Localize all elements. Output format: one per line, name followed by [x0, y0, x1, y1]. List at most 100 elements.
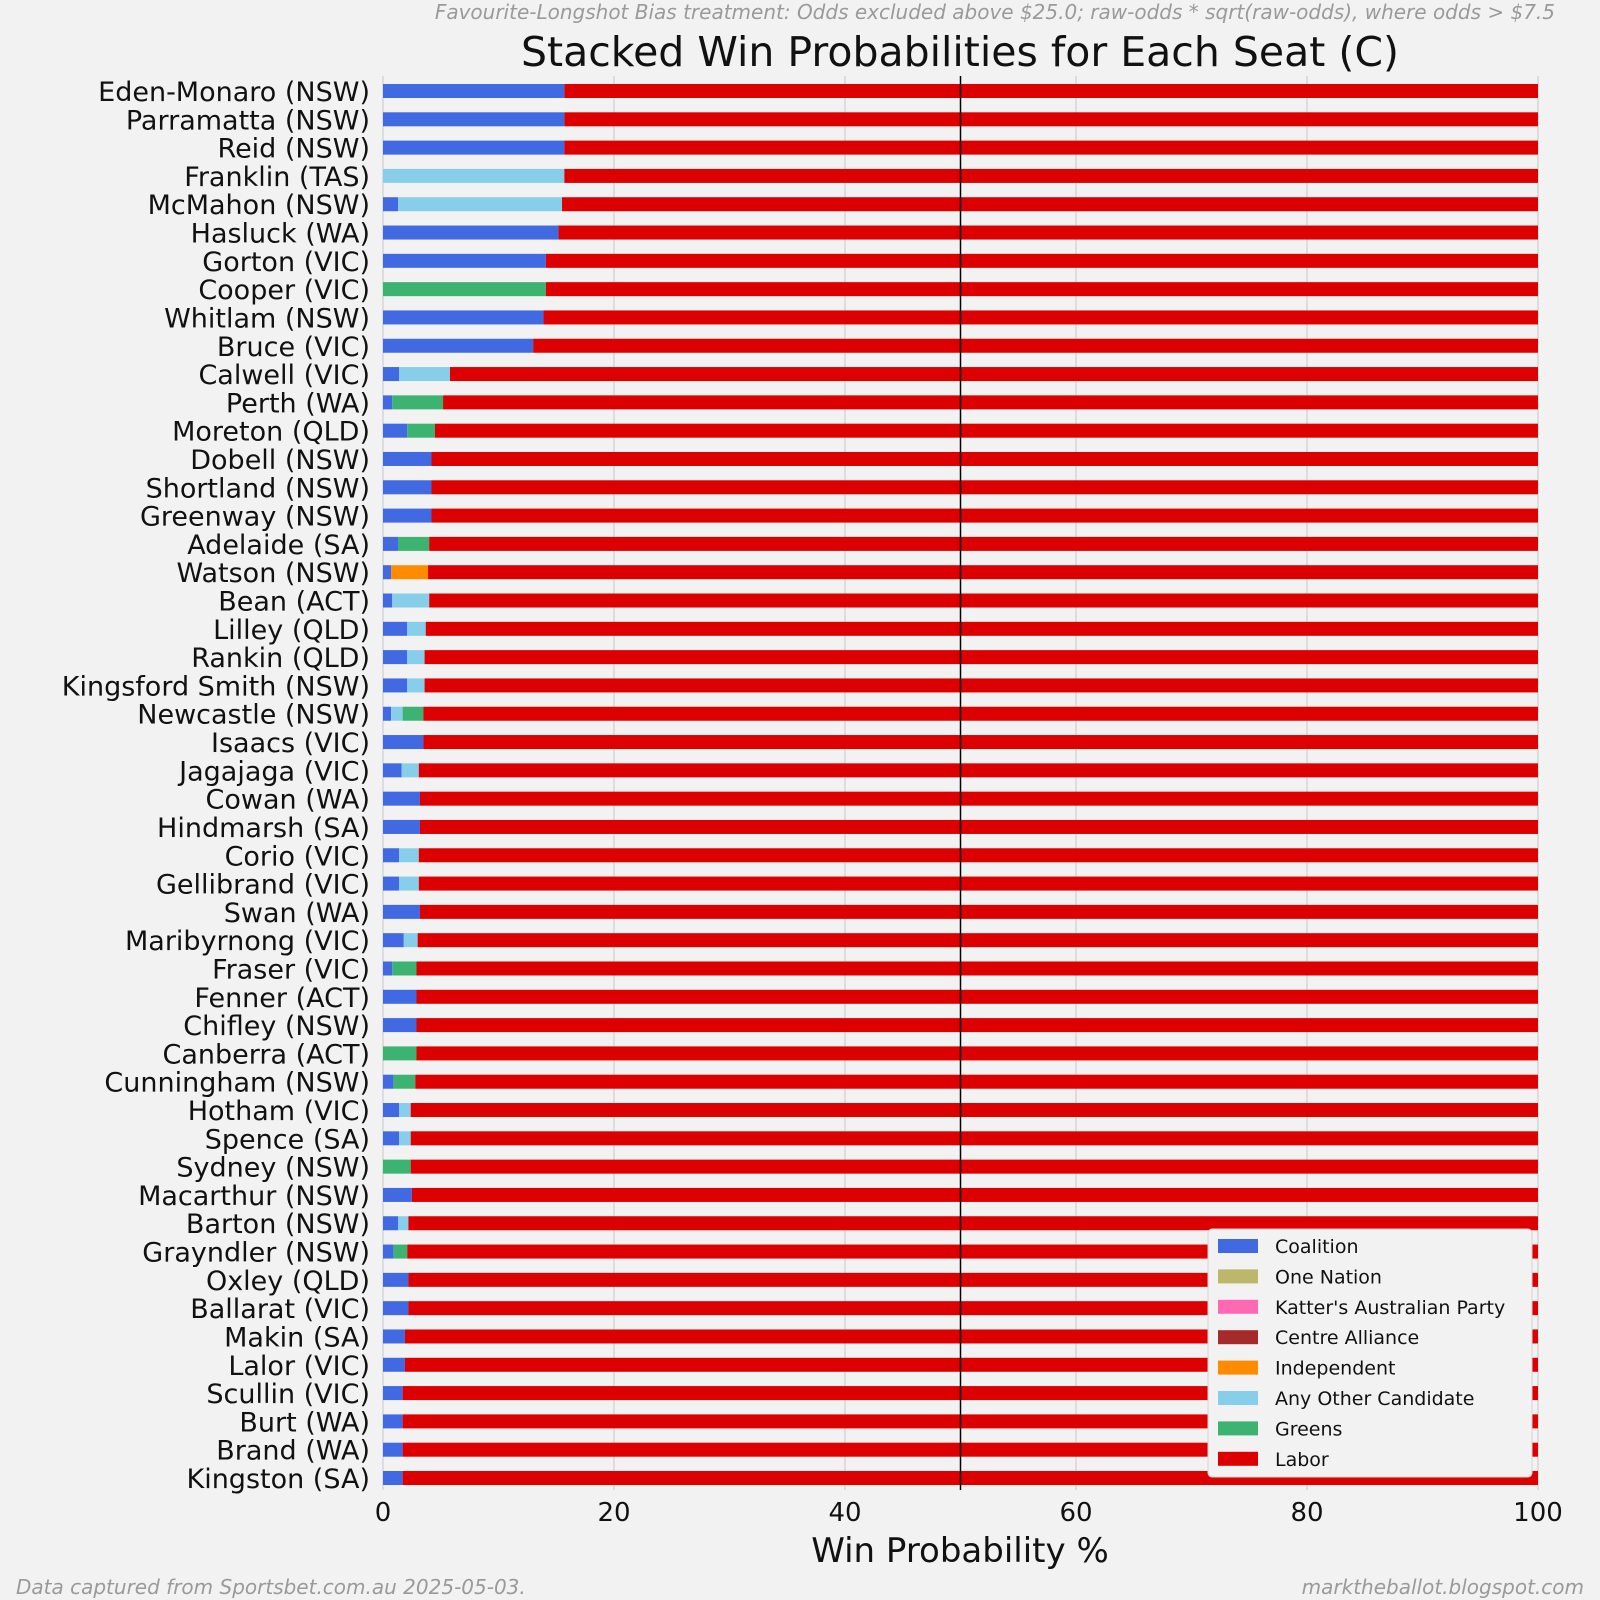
- x-tick-labels: 0 20 40 60 80 100: [375, 1498, 1563, 1528]
- bar-greens: [383, 1159, 411, 1174]
- bar-coalition: [383, 1357, 405, 1372]
- legend-swatch: [1218, 1330, 1258, 1345]
- bar-coalition: [383, 508, 432, 523]
- bar-coalition: [383, 904, 420, 919]
- y-tick-label: Greenway (NSW): [140, 502, 370, 533]
- y-tick-label: Isaacs (VIC): [211, 728, 370, 759]
- bar-greens: [402, 706, 424, 721]
- bar-coalition: [383, 1386, 403, 1401]
- y-tick-label: Franklin (TAS): [184, 162, 370, 193]
- bar-coalition: [383, 1329, 405, 1344]
- bar-coalition: [383, 565, 392, 580]
- bar-labor: [408, 1216, 1538, 1231]
- bar-coalition: [383, 1244, 394, 1259]
- bar-greens: [393, 1244, 408, 1259]
- bar-labor: [416, 989, 1538, 1004]
- y-tick-label: Hotham (VIC): [188, 1096, 370, 1127]
- bar-labor: [417, 933, 1538, 948]
- y-tick-label: Cunningham (NSW): [104, 1068, 370, 1099]
- y-tick-label: Hasluck (WA): [191, 219, 370, 250]
- bar-labor: [411, 1187, 1538, 1202]
- bar-independent: [391, 565, 429, 580]
- bar-any-other-candidate: [399, 1131, 411, 1146]
- legend-swatch: [1218, 1269, 1258, 1284]
- bar-labor: [545, 253, 1538, 268]
- bar-coalition: [383, 1301, 409, 1316]
- bar-labor: [415, 1074, 1539, 1089]
- bar-labor: [423, 706, 1538, 721]
- legend-label: Labor: [1275, 1449, 1329, 1471]
- x-tick-label: 20: [597, 1498, 630, 1528]
- bar-coalition: [383, 1442, 403, 1457]
- y-tick-label: Lalor (VIC): [228, 1351, 370, 1382]
- y-tick-label: Barton (NSW): [186, 1209, 370, 1240]
- legend: Coalition One Nation Katter's Australian P…: [1207, 1228, 1533, 1478]
- y-tick-label: Parramatta (NSW): [126, 105, 370, 136]
- y-tick-label: Sydney (NSW): [176, 1153, 370, 1184]
- bar-labor: [410, 1159, 1539, 1174]
- bar-coalition: [383, 536, 399, 551]
- bar-coalition: [383, 395, 393, 410]
- bar-greens: [398, 536, 430, 551]
- bar-greens: [392, 395, 444, 410]
- x-tick-label: 0: [375, 1498, 392, 1528]
- legend-label: Katter's Australian Party: [1275, 1297, 1505, 1319]
- y-tick-label: Kingsford Smith (NSW): [62, 671, 370, 702]
- bar-coalition: [383, 1018, 417, 1033]
- bar-any-other-candidate: [403, 933, 418, 948]
- y-tick-label: Grayndler (NSW): [142, 1238, 370, 1269]
- bar-labor: [564, 112, 1538, 127]
- bar-coalition: [383, 593, 393, 608]
- y-tick-label: Brand (WA): [216, 1436, 370, 1467]
- y-tick-label: Cooper (VIC): [198, 275, 370, 306]
- bar-labor: [419, 819, 1539, 834]
- bar-coalition: [383, 1103, 400, 1118]
- y-tick-label: Eden-Monaro (NSW): [98, 77, 370, 108]
- bar-labor: [428, 565, 1538, 580]
- legend-label: Independent: [1275, 1358, 1395, 1380]
- y-tick-label: Jagajaga (VIC): [177, 756, 370, 787]
- bar-coalition: [383, 451, 432, 466]
- y-tick-label: Gorton (VIC): [202, 247, 370, 278]
- bar-labor: [431, 480, 1538, 495]
- y-tick-label: Calwell (VIC): [198, 360, 370, 391]
- legend-label: Coalition: [1275, 1236, 1359, 1258]
- source-note: Data captured from Sportsbet.com.au 2025…: [16, 1575, 526, 1599]
- bar-coalition: [383, 140, 565, 155]
- y-tick-label: Corio (VIC): [225, 841, 370, 872]
- bar-labor: [410, 1131, 1539, 1146]
- y-tick-label: Burt (WA): [239, 1407, 370, 1438]
- bar-coalition: [383, 423, 408, 438]
- x-tick-label: 80: [1290, 1498, 1323, 1528]
- y-tick-label: Reid (NSW): [218, 134, 370, 165]
- bar-coalition: [383, 933, 404, 948]
- y-tick-label: Maribyrnong (VIC): [125, 926, 370, 957]
- bar-coalition: [383, 650, 408, 665]
- y-tick-label: Ballarat (VIC): [190, 1294, 370, 1325]
- bar-any-other-candidate: [399, 876, 419, 891]
- legend-swatch: [1218, 1360, 1258, 1375]
- bar-coalition: [383, 253, 546, 268]
- bar-labor: [419, 904, 1539, 919]
- bar-labor: [423, 735, 1538, 750]
- bar-labor: [418, 876, 1539, 891]
- x-axis-label: Win Probability %: [811, 1531, 1109, 1571]
- y-tick-label: Canberra (ACT): [162, 1039, 370, 1070]
- bar-labor: [431, 451, 1538, 466]
- bar-labor: [545, 282, 1538, 297]
- bar-labor: [449, 367, 1538, 382]
- bar-labor: [425, 621, 1538, 636]
- bar-labor: [434, 423, 1539, 438]
- legend-label: Centre Alliance: [1275, 1327, 1419, 1349]
- bar-any-other-candidate: [391, 706, 403, 721]
- bar-labor: [416, 1046, 1538, 1061]
- legend-swatch: [1218, 1391, 1258, 1405]
- y-tick-label: Whitlam (NSW): [164, 303, 370, 334]
- bar-greens: [383, 282, 546, 297]
- bar-coalition: [383, 1187, 412, 1202]
- bar-coalition: [383, 989, 417, 1004]
- bar-greens: [407, 423, 435, 438]
- y-tick-label: Lilley (QLD): [213, 615, 370, 646]
- bar-any-other-candidate: [399, 848, 419, 863]
